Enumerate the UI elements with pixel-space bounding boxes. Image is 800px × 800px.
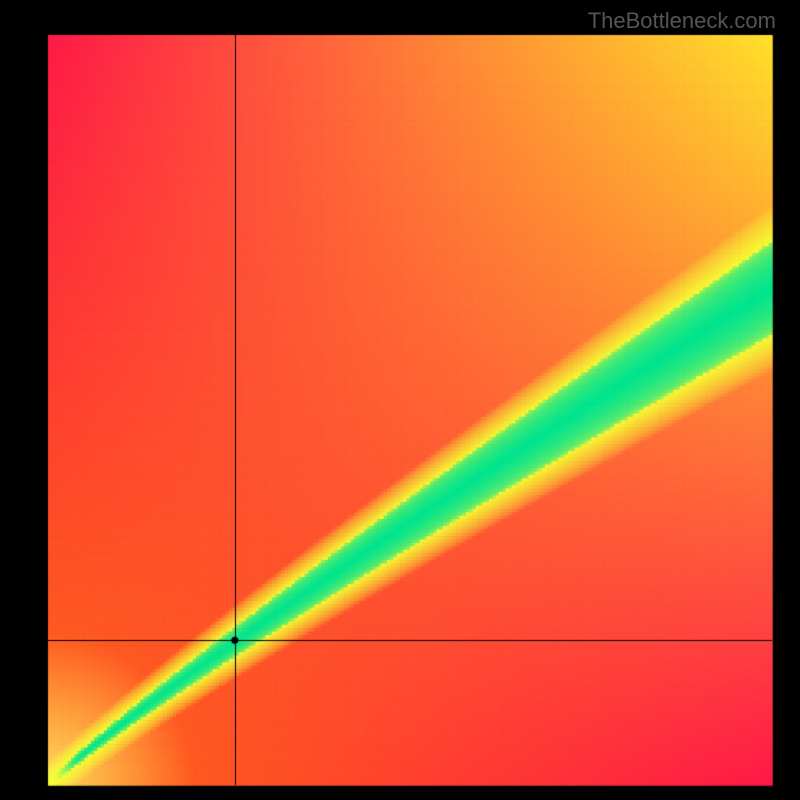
chart-container: TheBottleneck.com: [0, 0, 800, 800]
heatmap-canvas: [0, 0, 800, 800]
watermark-text: TheBottleneck.com: [588, 8, 776, 34]
